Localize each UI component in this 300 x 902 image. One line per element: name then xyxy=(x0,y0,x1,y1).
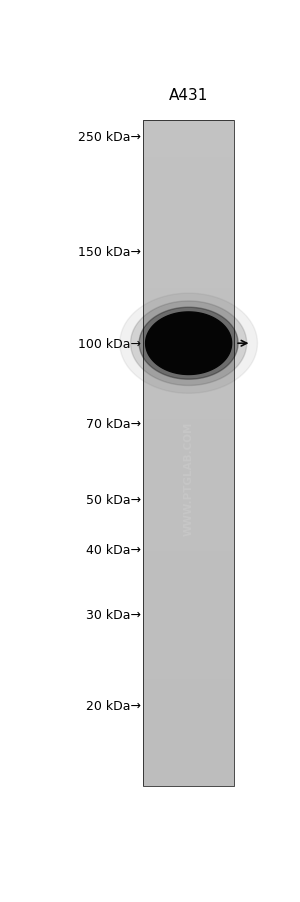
Text: A431: A431 xyxy=(169,88,208,103)
Text: 40 kDa→: 40 kDa→ xyxy=(86,544,141,557)
Bar xyxy=(143,120,234,787)
Text: 250 kDa→: 250 kDa→ xyxy=(78,131,141,144)
Polygon shape xyxy=(139,308,238,380)
Text: 150 kDa→: 150 kDa→ xyxy=(78,246,141,259)
Text: 100 kDa→: 100 kDa→ xyxy=(78,337,141,350)
Text: 20 kDa→: 20 kDa→ xyxy=(86,699,141,713)
Text: WWW.PTGLAB.COM: WWW.PTGLAB.COM xyxy=(184,421,194,536)
Polygon shape xyxy=(146,313,232,375)
Polygon shape xyxy=(130,301,247,386)
Text: 50 kDa→: 50 kDa→ xyxy=(86,493,141,506)
Polygon shape xyxy=(120,294,257,394)
Text: 70 kDa→: 70 kDa→ xyxy=(86,418,141,430)
Text: 30 kDa→: 30 kDa→ xyxy=(86,608,141,621)
